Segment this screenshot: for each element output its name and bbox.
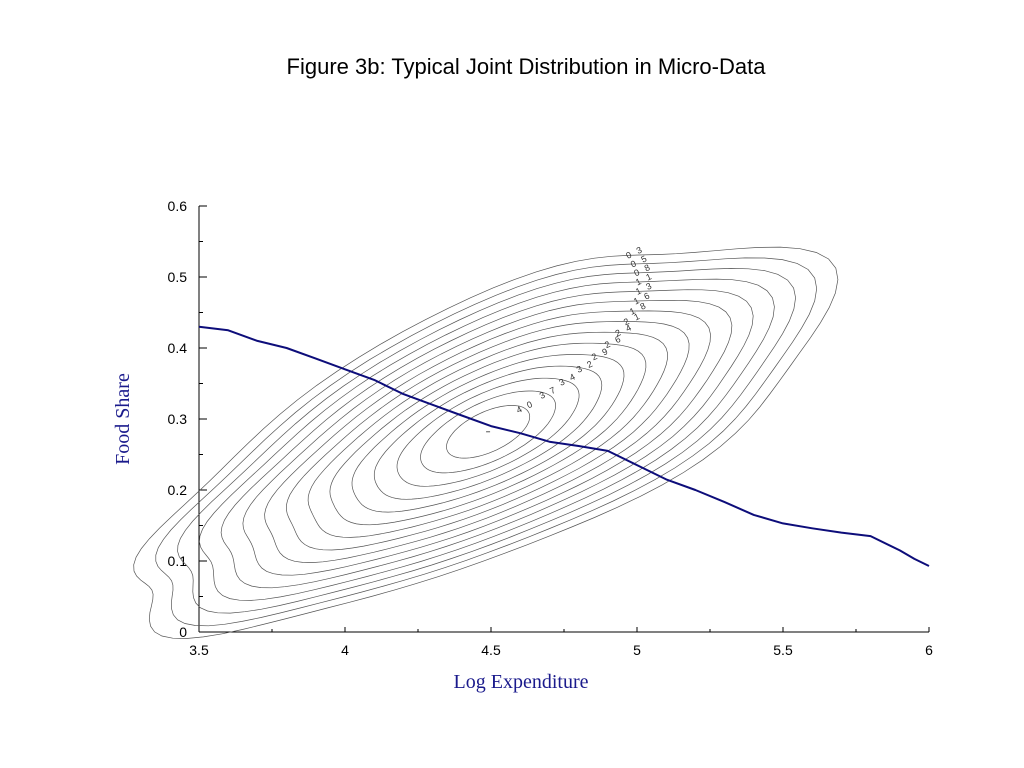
contour-line <box>420 390 556 474</box>
contour-labels: 0 30 50 81 11 31 61 82 12 42 62 93 23 43… <box>515 244 655 415</box>
y-axis-title: Food Share <box>112 373 134 465</box>
y-tick-label: 0.2 <box>168 482 188 498</box>
x-tick-label: 4 <box>341 642 349 658</box>
contour-line <box>307 331 668 538</box>
y-tick-label: 0.5 <box>168 269 188 285</box>
contour-line <box>446 405 531 459</box>
contour-label: 4 0 <box>515 398 536 415</box>
contour-line <box>133 246 839 639</box>
y-tick-label: 0 <box>179 624 187 640</box>
x-tick-label: 3.5 <box>189 642 209 658</box>
chart-title: Figure 3b: Typical Joint Distribution in… <box>286 54 766 79</box>
contour-label: 3 4 <box>557 371 578 388</box>
y-tick-label: 0.1 <box>168 553 188 569</box>
contour-line <box>373 365 603 500</box>
contour-label: 2 9 <box>590 345 611 362</box>
contour-line <box>155 257 818 627</box>
contour-line <box>242 299 733 576</box>
x-tick-label: 5.5 <box>773 642 793 658</box>
x-axis-title: Log Expenditure <box>454 671 589 693</box>
contour-line <box>329 342 647 526</box>
axes <box>198 206 929 633</box>
regression-line <box>198 325 930 567</box>
x-tick-label: 4.5 <box>481 642 501 658</box>
y-tick-label: 0.3 <box>168 411 188 427</box>
contour-line <box>286 321 690 551</box>
contour-line <box>199 278 775 601</box>
contour-line <box>220 289 754 589</box>
contour-line <box>264 310 711 563</box>
y-tick-label: 0.6 <box>168 198 188 214</box>
x-axis-ticks: 3.5 4 4.5 5 5.5 6 <box>189 627 933 658</box>
y-axis-ticks: 0 0.1 0.2 0.3 0.4 0.5 0.6 <box>168 198 207 640</box>
contour-line <box>351 354 625 513</box>
x-tick-label: 5 <box>633 642 641 658</box>
density-contours <box>133 246 839 639</box>
regression-layer <box>198 325 930 567</box>
y-tick-label: 0.4 <box>168 340 188 356</box>
contour-line <box>177 268 796 614</box>
contour-label: 3 2 <box>575 358 596 375</box>
contour-label: 3 7 <box>538 384 559 401</box>
x-tick-label: 6 <box>925 642 933 658</box>
